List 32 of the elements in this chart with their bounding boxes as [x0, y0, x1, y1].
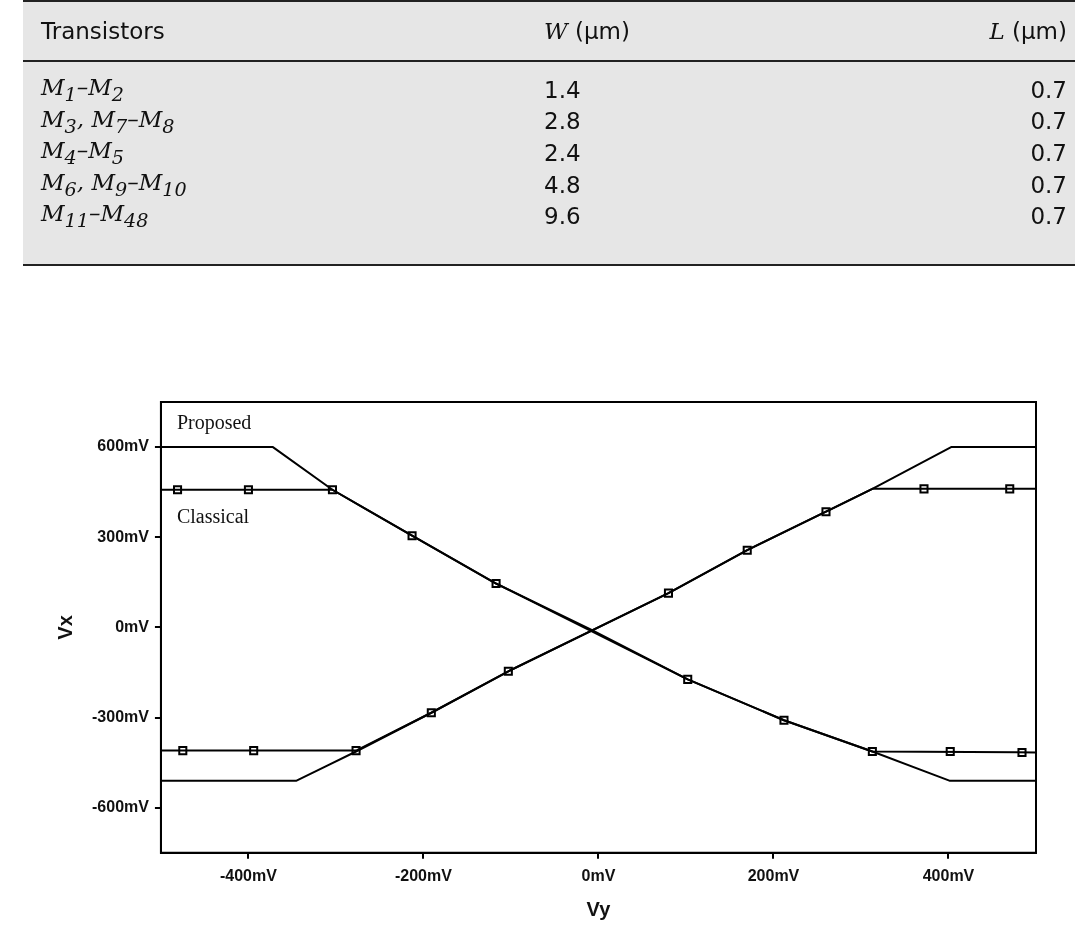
y-tick-label: -600mV [92, 798, 150, 816]
x-tick-label: 0mV [581, 866, 616, 884]
text: 4.8 [543, 170, 582, 200]
text: Transistors [23, 2, 526, 61]
x-tick-label: -400mV [219, 866, 278, 884]
text: M$_{1}$–M$_{2}$ [39, 73, 126, 106]
text: L (µm) [944, 2, 1075, 61]
x-tick-label: 400mV [922, 866, 975, 884]
text: 0.7 [1029, 107, 1068, 137]
text: 0.7 [1029, 139, 1068, 168]
y-tick-label: 0mV [115, 617, 150, 635]
text: M$_{4}$–M$_{5}$ [39, 137, 126, 169]
annotation: Classical [176, 505, 250, 528]
text: M$_{3}$, M$_{7}$–M$_{8}$ [39, 105, 176, 138]
y-tick-label: 600mV [97, 437, 150, 455]
text: 0.7 [1029, 202, 1068, 232]
annotation: Proposed [176, 411, 252, 435]
text: M$_{11}$–M$_{48}$ [39, 200, 150, 232]
text: 9.6 [543, 202, 582, 232]
text: 2.8 [543, 107, 582, 137]
text: 0.7 [1029, 75, 1068, 105]
y-tick-label: 300mV [97, 527, 150, 545]
text: 0.7 [1029, 170, 1068, 200]
text: W (µm) [526, 2, 944, 61]
text: 1.4 [543, 75, 582, 105]
text: 2.4 [543, 139, 582, 168]
text: M$_{6}$, M$_{9}$–M$_{10}$ [39, 168, 188, 201]
x-tick-label: 200mV [747, 866, 800, 884]
x-tick-label: -200mV [394, 866, 453, 884]
x-axis-title: Vy [586, 897, 612, 920]
y-tick-label: -300mV [92, 707, 150, 725]
y-axis-title: Vx [53, 615, 76, 640]
